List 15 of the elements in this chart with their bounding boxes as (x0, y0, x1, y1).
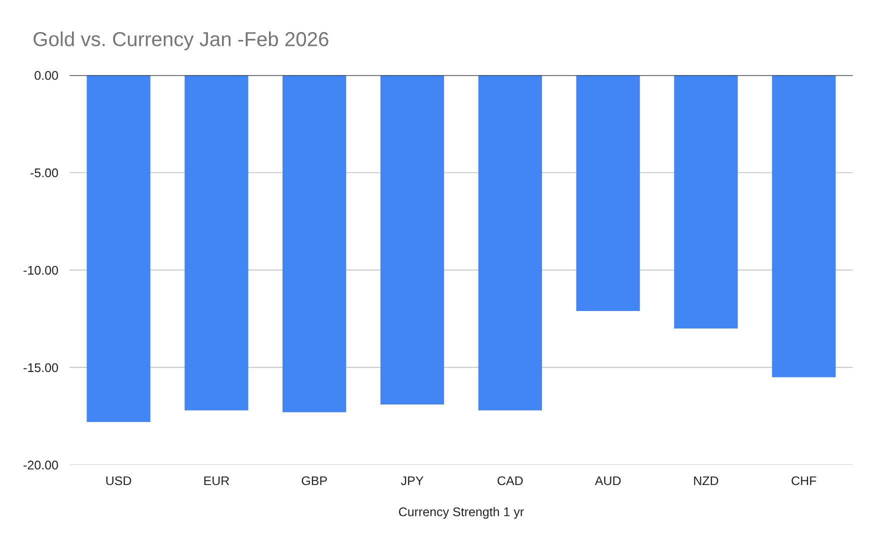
x-tick-label: AUD (594, 476, 621, 486)
x-tick-label: NZD (694, 476, 718, 486)
x-tick-label: GBP (302, 476, 327, 486)
y-tick-label: -15.00 (24, 363, 58, 372)
y-tick-label: -5.00 (30, 168, 58, 178)
x-tick-label: CAD (498, 476, 523, 486)
x-tick-label: USD (106, 476, 132, 486)
x-tick-label: JPY (400, 476, 424, 486)
x-tick-label: CHF (792, 476, 816, 486)
x-axis-title: Currency Strength 1 yr (398, 507, 524, 519)
chart-title: Gold vs. Currency Jan -Feb 2026 (34, 31, 328, 50)
x-tick-label: EUR (204, 476, 230, 486)
y-tick-label: -20.00 (24, 460, 58, 470)
y-tick-label: -10.00 (24, 266, 58, 275)
y-tick-label: 0.00 (34, 71, 58, 80)
